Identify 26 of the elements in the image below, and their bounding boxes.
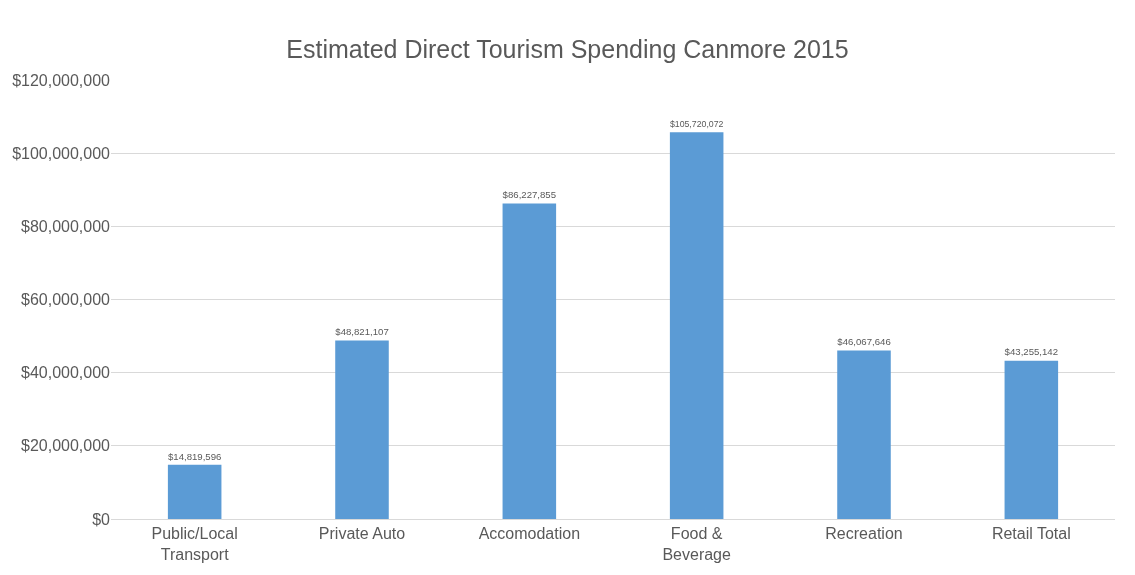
data-label: $48,821,107 bbox=[335, 326, 389, 338]
x-tick-label: Public/Local Transport bbox=[151, 525, 238, 563]
x-tick-label: Recreation bbox=[825, 525, 903, 543]
bar bbox=[167, 464, 222, 519]
data-label: $105,720,072 bbox=[669, 119, 724, 130]
y-tick-label: $80,000,000 bbox=[21, 217, 111, 235]
chart-title: Estimated Direct Tourism Spending Canmore 2015 bbox=[286, 34, 849, 63]
x-tick-label: Private Auto bbox=[318, 525, 406, 543]
x-tick-label: Accomodation bbox=[478, 525, 581, 543]
data-label: $86,227,855 bbox=[502, 189, 557, 201]
data-label: $14,819,596 bbox=[167, 450, 222, 462]
y-tick-label: $40,000,000 bbox=[21, 364, 111, 382]
y-tick-label: $20,000,000 bbox=[21, 437, 111, 455]
y-tick-label: $100,000,000 bbox=[12, 144, 111, 162]
bar bbox=[1004, 360, 1059, 519]
bar bbox=[335, 340, 389, 519]
bar bbox=[502, 203, 557, 519]
data-label: $43,255,142 bbox=[1004, 346, 1059, 358]
bar bbox=[837, 350, 891, 519]
data-label: $46,067,646 bbox=[837, 336, 891, 348]
y-tick-label: $0 bbox=[92, 510, 111, 528]
x-tick-label: Retail Total bbox=[991, 525, 1071, 543]
bar bbox=[669, 132, 724, 519]
y-tick-label: $120,000,000 bbox=[12, 71, 111, 89]
x-tick-label: Food & Beverage bbox=[662, 525, 732, 563]
y-tick-label: $60,000,000 bbox=[21, 291, 111, 309]
